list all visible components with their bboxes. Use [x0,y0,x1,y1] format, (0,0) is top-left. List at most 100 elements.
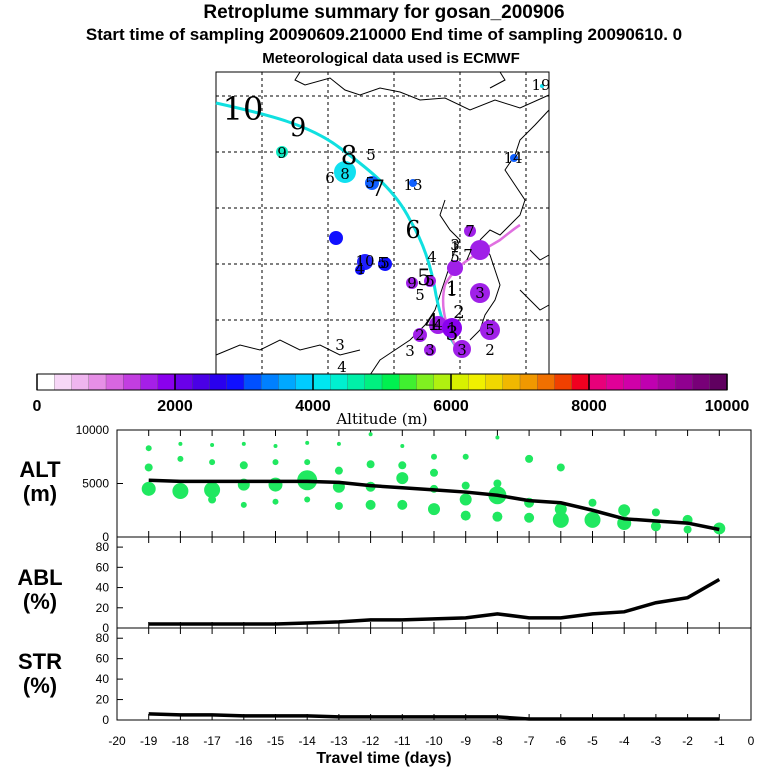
alt-ytick-label: 5000 [82,477,109,491]
abl-ytick-label: 40 [96,581,110,595]
abl-panel-label: ABL (%) [0,566,80,614]
alt-cluster-point [304,496,311,503]
map-cluster-dot [540,84,544,88]
str-ytick-label: 0 [102,713,109,727]
abl-ytick-label: 80 [96,540,110,554]
abl-frame [116,536,752,629]
map-tracks [215,101,521,346]
alt-cluster-point [430,468,438,477]
alt-cluster-point [552,511,569,528]
colorbar-tick-label: 0 [33,398,42,415]
colorbar-tick-label: 6000 [433,398,469,415]
cluster-label: 5 [415,286,425,304]
alt-cluster-point [462,453,469,460]
map-cluster-dot [409,179,417,187]
coast-china-east [369,199,461,376]
trajectory-day-label: 6 [405,216,420,244]
main-trajectory [215,101,457,346]
cluster-label: 5 [377,254,387,272]
map-cluster-dot [424,275,436,287]
alt-cluster-point [305,440,310,445]
abl-ytick-label: 60 [96,560,110,574]
coast-korea-north [479,109,550,241]
cluster-label: 2 [415,326,425,344]
x-tick-label: -18 [172,734,190,748]
cluster-label: 8 [340,165,350,183]
map-cluster-dot [378,257,392,271]
alt-cluster-point [584,511,601,528]
x-tick-label: -6 [555,734,566,748]
str-ytick-label: 20 [96,693,110,707]
colorbar-tick-label: 10000 [705,398,750,415]
x-tick-label: -11 [394,734,411,748]
panel-str: 0 20 40 60 80 [96,627,752,727]
x-tick-label: -19 [140,734,158,748]
map-cluster-dot [470,240,490,260]
alt-cluster-point [683,525,692,534]
alt-panel-label: ALT (m) [0,458,80,506]
cluster-label: 3 [425,341,435,359]
x-tick-label: -5 [587,734,598,748]
alt-cluster-point [272,459,279,466]
alt-cluster-point [588,498,597,507]
str-label-line1: STR [18,649,62,674]
x-tick-label: -20 [108,734,126,748]
alt-label-line1: ALT [19,457,61,482]
x-tick-label: -8 [492,734,503,748]
secondary-trajectory [441,223,521,346]
map-cluster-dot [442,318,462,338]
x-tick-label: -1 [714,734,725,748]
colorbar-label: Altitude (m) [335,410,427,428]
sampling-times: Start time of sampling 20090609.210000 E… [85,25,683,44]
map-cluster-dot [334,161,356,183]
map-cluster-dot [365,176,379,190]
x-tick-label: -17 [203,734,221,748]
alt-cluster-point [495,435,500,440]
x-tick-label: -3 [651,734,662,748]
cluster-label: 5 [450,248,460,266]
alt-cluster-point [492,511,503,522]
x-tick-label: -12 [362,734,380,748]
trajectory-day-label: 3 [446,321,459,345]
coast-japan [519,249,550,311]
cluster-label: 4 [427,248,437,266]
alt-cluster-point [208,495,217,504]
trajectory-day-label: 10 [223,90,264,128]
alt-cluster-point [524,512,535,523]
cluster-label: 3 [335,336,345,354]
alt-cluster-point [209,459,216,466]
cluster-label: 2 [485,341,495,359]
alt-cluster-point [204,481,221,498]
alt-series-line [148,478,720,532]
colorbar-ticks: 0 2000 4000 6000 8000 10000 [33,374,750,415]
cluster-label: 4 [337,358,347,376]
alt-cluster-point [428,503,440,516]
alt-cluster-point [554,503,567,516]
x-tick-label: -14 [299,734,317,748]
cluster-label: 5 [365,174,375,192]
alt-cluster-point [366,460,375,469]
map-cluster-dot [406,277,418,289]
cluster-label: 6 [325,169,335,187]
map-clusters [276,84,544,358]
str-ytick-label: 80 [96,631,110,645]
alt-cluster-point [273,444,278,449]
alt-cluster-point [650,521,661,532]
map-grid [216,72,549,375]
alt-cluster-point [304,459,311,466]
cluster-label: 3 [475,284,485,302]
alt-cluster-point [334,501,343,510]
alt-cluster-point [556,463,565,472]
str-ytick-label: 60 [96,652,110,666]
abl-label-line2: (%) [22,589,58,614]
alt-ytick-label: 10000 [76,423,110,437]
trajectory-day-label: 4 [425,311,439,336]
map-cluster-dot [413,328,427,342]
alt-cluster-point [239,461,248,470]
alt-cluster-point [141,481,156,496]
alt-cluster-point [334,466,343,475]
alt-cluster-point [400,444,405,449]
colorbar-tick-label: 2000 [157,398,193,415]
coast-north [215,71,550,111]
